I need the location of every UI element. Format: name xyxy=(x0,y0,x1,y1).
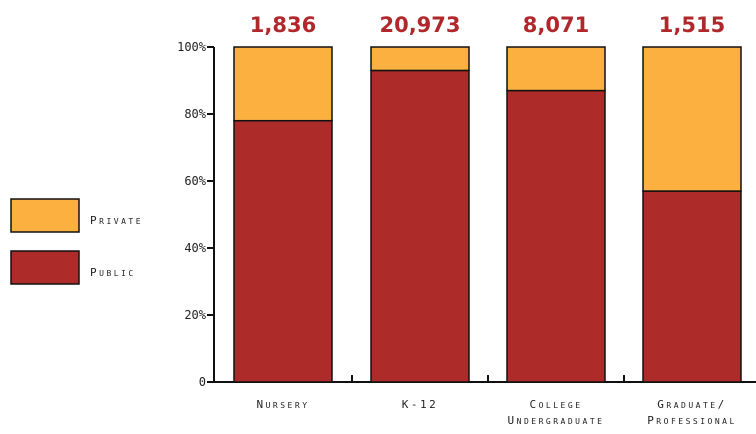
category-label: Nursery xyxy=(256,398,309,411)
bar-public xyxy=(233,119,333,383)
bar-private xyxy=(233,46,333,122)
y-tick-label: 100% xyxy=(177,40,207,54)
y-tick-label: 60% xyxy=(184,174,206,188)
y-tick-label: 40% xyxy=(184,241,206,255)
category-label: Graduate/ xyxy=(657,398,726,411)
bar-total-label: 8,071 xyxy=(523,13,589,37)
bar-private xyxy=(642,46,742,192)
legend-label-private: Private xyxy=(90,214,143,227)
legend-swatch-public xyxy=(10,250,80,285)
y-tick-label: 80% xyxy=(184,107,206,121)
legend-swatch-private xyxy=(10,198,80,233)
bar-private xyxy=(370,46,470,72)
bar-total-label: 20,973 xyxy=(379,13,460,37)
category-label: K-12 xyxy=(402,398,439,411)
y-tick-label: 0 xyxy=(199,375,206,389)
category-label: College xyxy=(529,398,582,411)
bar-public xyxy=(370,69,470,383)
bar-total-label: 1,515 xyxy=(659,13,725,37)
bar-private xyxy=(506,46,606,92)
category-label: Professional xyxy=(647,414,737,427)
bar-public xyxy=(506,89,606,383)
y-tick-label: 20% xyxy=(184,308,206,322)
category-label: Undergraduate xyxy=(508,414,605,427)
legend-label-public: Public xyxy=(90,266,136,279)
bar-total-label: 1,836 xyxy=(250,13,316,37)
bar-public xyxy=(642,190,742,383)
